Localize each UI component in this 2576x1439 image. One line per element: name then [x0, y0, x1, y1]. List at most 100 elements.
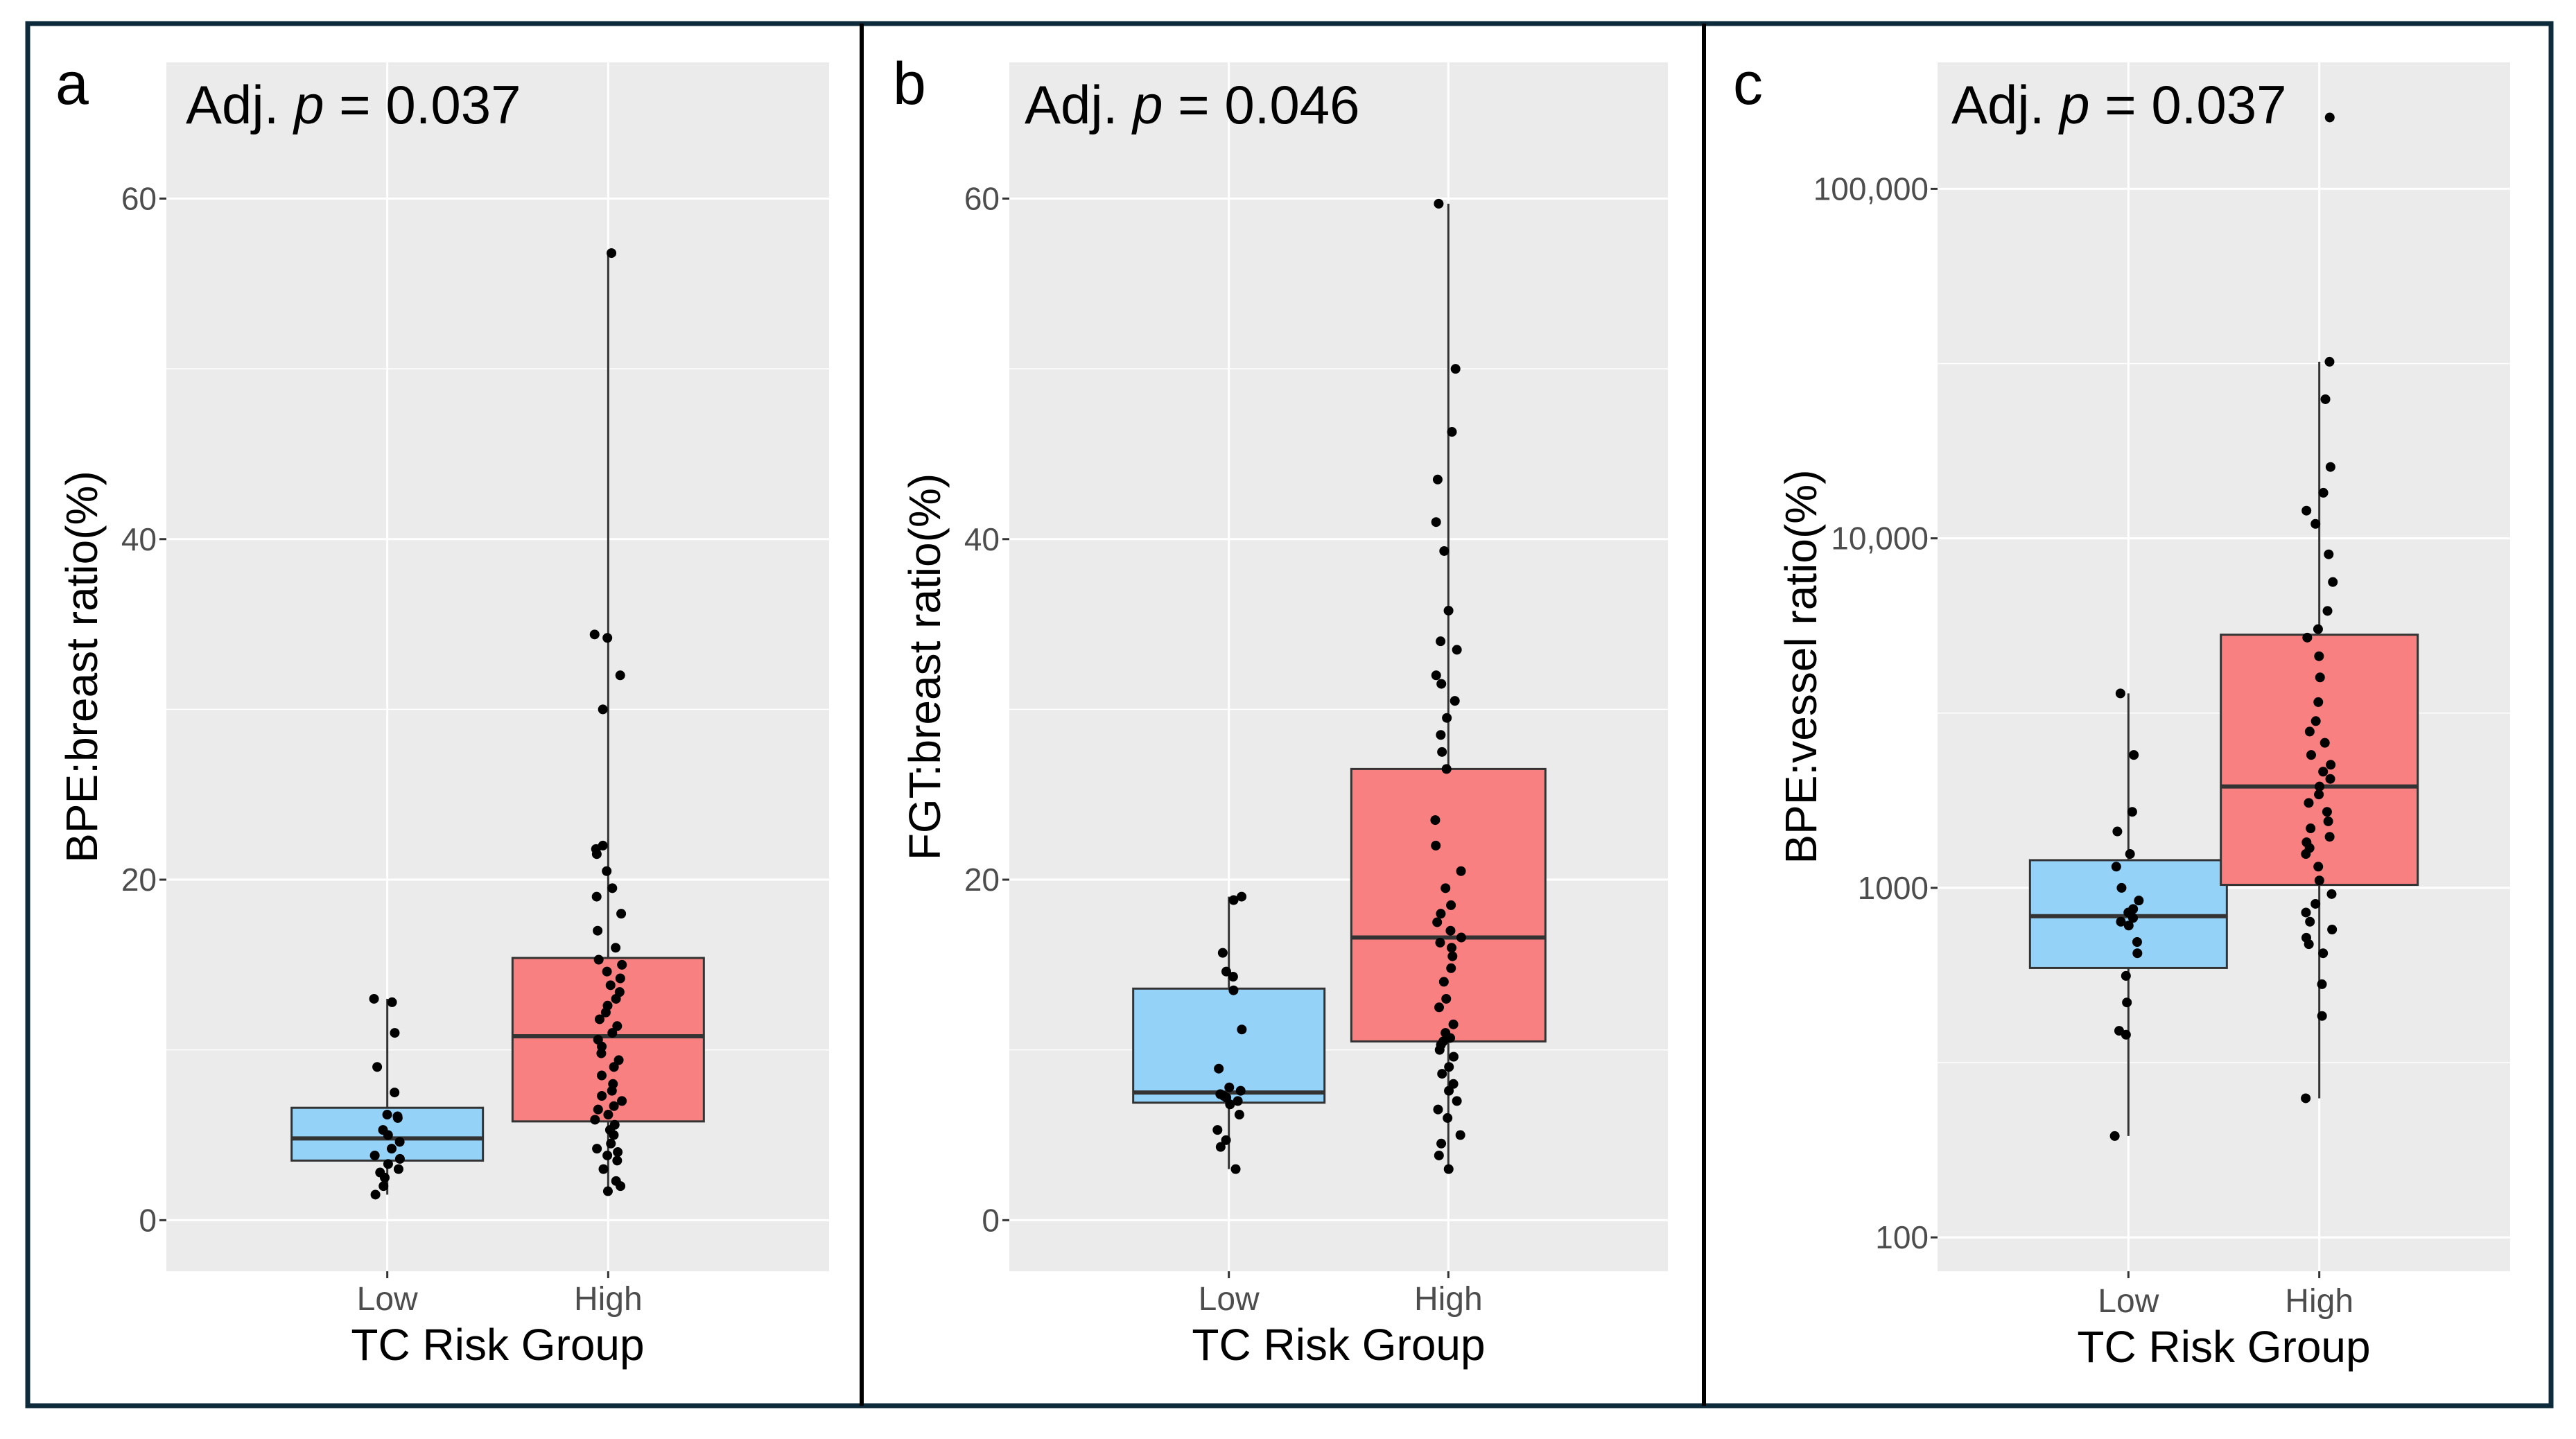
x-axis-title: TC Risk Group [2077, 1322, 2370, 1372]
data-point [614, 987, 625, 997]
data-point [1437, 1069, 1447, 1079]
data-point [387, 997, 397, 1007]
data-point [589, 629, 600, 640]
data-point [1230, 1164, 1241, 1174]
data-point [2323, 816, 2333, 826]
data-point [591, 891, 602, 902]
y-axis-title: BPE:breast ratio(%) [57, 471, 107, 863]
data-point [2322, 606, 2333, 616]
data-point [2128, 904, 2139, 914]
annotation-prefix: Adj. [1951, 74, 2060, 135]
data-point [1444, 1085, 1454, 1096]
y-tick-label: 40 [964, 521, 1000, 557]
data-point [2306, 823, 2316, 834]
data-point [1221, 966, 1231, 977]
y-tick-label: 20 [121, 862, 157, 898]
data-point [591, 844, 601, 854]
data-point [1434, 198, 1444, 209]
y-tick-label: 100 [1875, 1219, 1929, 1255]
data-point [1448, 1079, 1459, 1089]
annotation-p-symbol: p [293, 74, 324, 135]
data-point [2313, 862, 2324, 872]
data-point [607, 883, 618, 893]
annotation-prefix: Adj. [186, 74, 294, 135]
annotation-p-symbol: p [2058, 74, 2089, 135]
data-point [1431, 517, 1441, 527]
data-point [378, 1181, 389, 1192]
data-point [1436, 679, 1447, 689]
p-value-annotation: Adj. p = 0.037 [186, 74, 521, 135]
panel-letter: a [55, 51, 89, 117]
data-point [393, 1164, 403, 1174]
data-point [1436, 1138, 1447, 1149]
data-point [2322, 807, 2332, 817]
annotation-value: = 0.037 [2089, 74, 2286, 135]
x-tick-label: Low [2098, 1283, 2159, 1320]
data-point [603, 1110, 613, 1120]
data-point [617, 959, 627, 970]
data-point [2301, 1093, 2311, 1104]
data-point [1452, 1096, 1462, 1106]
data-point [2310, 898, 2321, 909]
data-point [2127, 807, 2137, 817]
x-tick-label: Low [1199, 1281, 1260, 1318]
data-point [1433, 1104, 1443, 1115]
data-point [602, 1186, 613, 1196]
data-point [1443, 1164, 1454, 1174]
data-point [607, 248, 617, 259]
plot-background [1009, 62, 1668, 1271]
data-point [2306, 750, 2316, 760]
data-point [1444, 1062, 1454, 1072]
data-point [590, 1115, 600, 1125]
data-point [390, 1028, 400, 1038]
box-high [2220, 634, 2419, 887]
data-point [1439, 546, 1450, 556]
data-point [1446, 900, 1456, 910]
data-point [1228, 972, 1238, 982]
data-point [602, 1000, 613, 1011]
data-point [2317, 979, 2327, 989]
data-point [2304, 798, 2314, 808]
data-point [1215, 1142, 1226, 1152]
data-point [615, 973, 625, 984]
p-value-annotation: Adj. p = 0.046 [1025, 74, 1360, 135]
data-point [1450, 364, 1461, 374]
data-point [2314, 875, 2324, 886]
data-point [369, 993, 379, 1004]
data-point [2121, 970, 2131, 981]
data-point [392, 1111, 403, 1122]
data-point [378, 1125, 388, 1135]
data-point [2328, 577, 2338, 587]
data-point [2327, 924, 2338, 934]
data-point [2301, 837, 2312, 848]
x-axis-title: TC Risk Group [1192, 1320, 1485, 1370]
data-point [2324, 549, 2334, 559]
data-point [613, 1147, 623, 1158]
annotation-p-symbol: p [1131, 74, 1163, 135]
annotation-prefix: Adj. [1025, 74, 1133, 135]
data-point [1456, 866, 1466, 876]
figure-border [25, 21, 2554, 1409]
data-point [2304, 726, 2315, 737]
data-point [2129, 750, 2139, 760]
data-point [616, 909, 627, 919]
data-point [2109, 1131, 2120, 1141]
data-point [1221, 1135, 1231, 1145]
data-point [2132, 936, 2142, 947]
data-point [1441, 1028, 1451, 1038]
data-point [2314, 651, 2324, 661]
data-point [1436, 909, 1446, 919]
data-point [1437, 747, 1447, 757]
x-tick-label: Low [357, 1281, 418, 1318]
annotation-value: = 0.046 [1163, 74, 1359, 135]
data-point [1445, 925, 1456, 936]
chart-panel-b: 0 20 40 60 Low High b Adj. p = 0.046 TC Risk Gro… [893, 51, 1668, 1370]
data-point [606, 1138, 616, 1149]
data-point [1214, 1063, 1224, 1074]
data-point [394, 1153, 405, 1164]
plot-background [166, 62, 829, 1271]
data-point [1235, 1085, 1246, 1096]
data-point [2324, 356, 2335, 367]
y-tick-label: 40 [121, 521, 157, 557]
data-point [612, 1021, 623, 1031]
